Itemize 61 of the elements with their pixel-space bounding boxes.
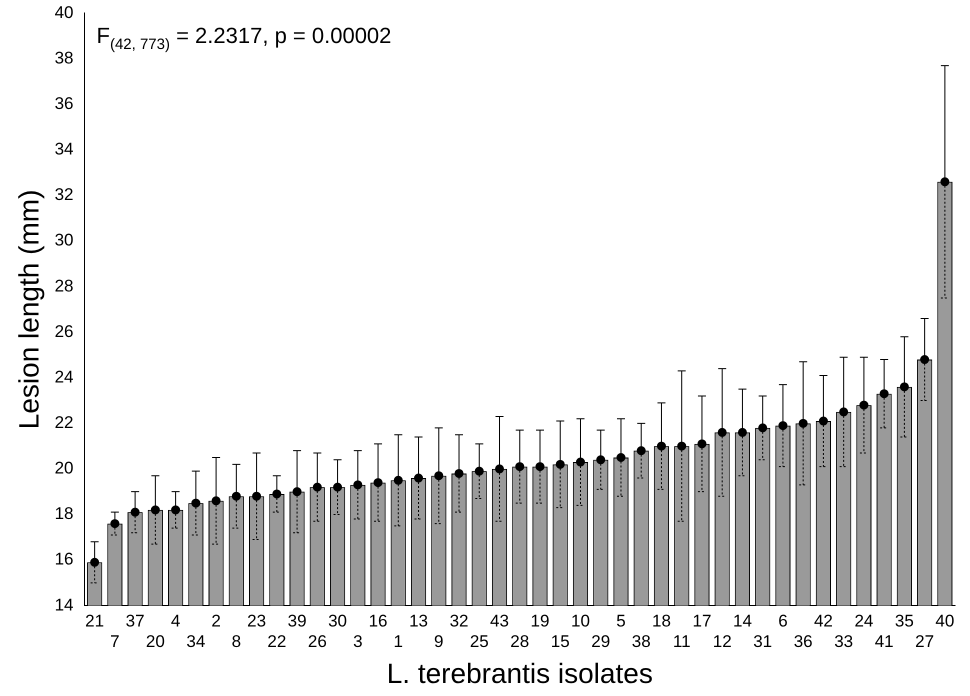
x-tick-label: 11 (672, 632, 691, 651)
y-axis-title: Lesion length (mm) (14, 190, 45, 430)
x-tick-label: 22 (267, 632, 286, 651)
x-tick-label: 31 (753, 632, 772, 651)
x-tick-label: 20 (146, 632, 165, 651)
x-tick-label: 28 (510, 632, 530, 651)
y-tick-label: 32 (54, 185, 74, 204)
x-tick-label: 41 (874, 632, 894, 651)
x-tick-label: 40 (935, 611, 954, 630)
x-tick-label: 36 (794, 632, 813, 651)
y-tick-label: 26 (54, 322, 74, 341)
x-tick-label: 9 (434, 632, 444, 651)
x-axis-title: L. terebrantis isolates (386, 658, 653, 689)
x-tick-label: 43 (490, 611, 509, 630)
x-tick-label: 14 (732, 611, 752, 630)
x-tick-label: 3 (353, 632, 363, 651)
x-tick-label: 19 (530, 611, 550, 630)
x-tick-label: 4 (170, 611, 180, 630)
x-tick-label: 10 (571, 611, 590, 630)
x-tick-label: 2 (211, 611, 221, 630)
x-tick-label: 29 (591, 632, 610, 651)
y-tick-label: 36 (54, 94, 74, 114)
x-tick-label: 16 (368, 611, 388, 630)
x-tick-label: 15 (550, 632, 570, 651)
x-tick-label: 39 (288, 611, 307, 630)
point (616, 453, 626, 462)
point (414, 474, 424, 483)
x-tick-label: 21 (85, 611, 104, 630)
x-tick-label: 25 (470, 632, 489, 651)
x-tick-label: 12 (712, 632, 732, 651)
x-tick-label: 1 (394, 632, 404, 651)
y-tick-label: 14 (54, 595, 74, 614)
x-tick-label: 42 (814, 611, 833, 630)
y-tick-label: 40 (54, 2, 74, 22)
y-tick-label: 28 (54, 276, 74, 296)
x-tick-label: 37 (126, 611, 145, 630)
x-tick-label: 35 (894, 611, 914, 630)
x-tick-label: 32 (450, 611, 468, 630)
y-tick-label: 18 (54, 504, 74, 524)
x-tick-label: 34 (186, 632, 206, 651)
x-tick-label: 24 (854, 611, 874, 630)
x-tick-label: 23 (247, 611, 266, 630)
x-tick-label: 18 (652, 611, 671, 630)
y-tick-label: 24 (54, 367, 74, 386)
y-tick-label: 20 (54, 458, 74, 478)
x-tick-label: 30 (328, 611, 348, 630)
x-tick-label: 38 (632, 632, 651, 651)
y-tick-label: 38 (54, 48, 74, 68)
x-tick-label: 26 (308, 632, 327, 651)
x-tick-label: 33 (834, 632, 854, 651)
y-tick-label: 22 (54, 413, 74, 432)
x-tick-label: 7 (110, 632, 120, 651)
y-tick-label: 30 (54, 230, 74, 250)
y-tick-label: 34 (54, 140, 74, 159)
y-tick-label: 16 (54, 550, 74, 569)
x-tick-label: 13 (409, 611, 428, 630)
x-tick-label: 27 (915, 632, 934, 651)
x-tick-label: 17 (692, 611, 712, 630)
x-tick-label: 5 (616, 611, 626, 630)
x-tick-label: 6 (778, 611, 788, 630)
x-tick-label: 8 (232, 632, 242, 651)
